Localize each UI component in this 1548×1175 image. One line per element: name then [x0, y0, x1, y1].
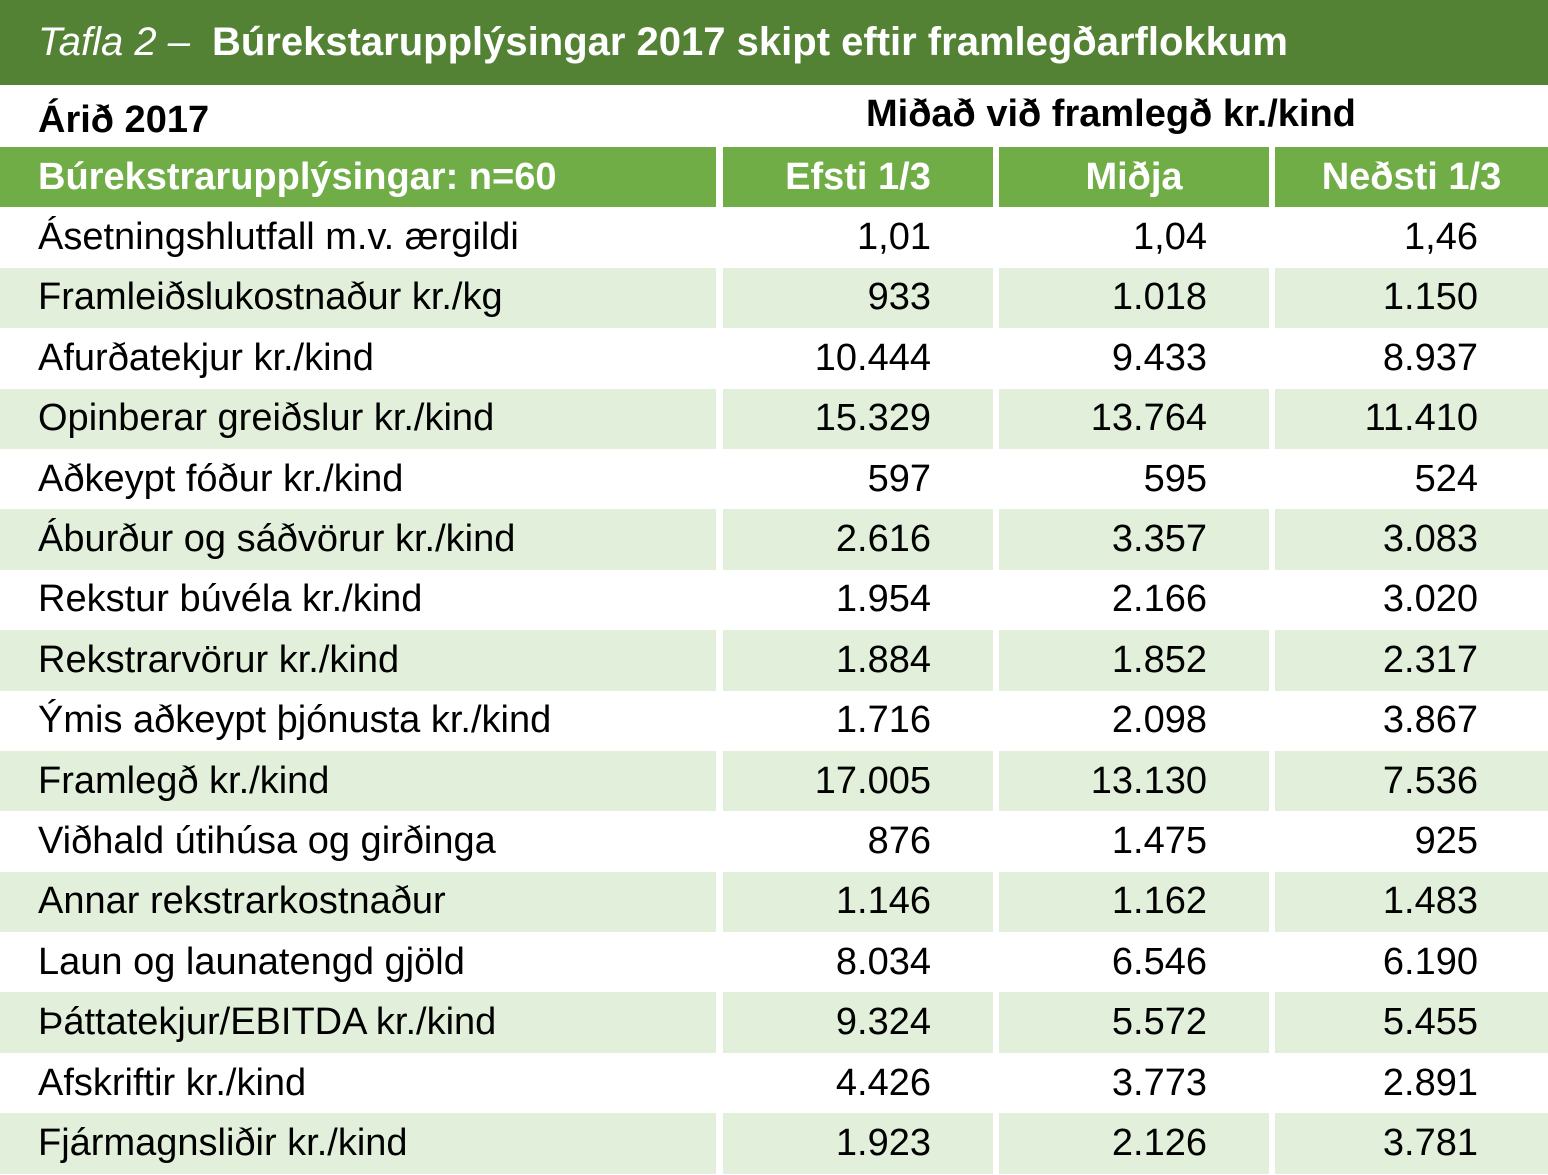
- middle-value-cell: 13.764: [999, 388, 1269, 449]
- middle-value-cell: 3.357: [999, 509, 1269, 570]
- row-label-cell: Viðhald útihúsa og girðinga: [38, 819, 496, 862]
- data-table: Búrekstrarupplýsingar: n=60 Efsti 1/3 Mi…: [0, 147, 1548, 1174]
- top-third-value-cell: 2.616: [723, 509, 993, 570]
- bottom-third-value-cell: 5.455: [1275, 992, 1548, 1053]
- middle-value-cell: 2.126: [999, 1113, 1269, 1174]
- bottom-third-value-cell: 11.410: [1275, 388, 1548, 449]
- table-row: Opinberar greiðslur kr./kind 15.329 13.764…: [0, 388, 1548, 449]
- row-label-cell: Laun og launatengd gjöld: [38, 940, 465, 983]
- table-title-bar: Tafla 2 – Búrekstarupplýsingar 2017 skip…: [0, 0, 1548, 85]
- table-header-row: Búrekstrarupplýsingar: n=60 Efsti 1/3 Mi…: [0, 147, 1548, 208]
- row-label-cell: Áburður og sáðvörur kr./kind: [0, 509, 716, 570]
- top-third-value-cell: 17.005: [723, 750, 993, 812]
- row-label-cell: Þáttatekjur/EBITDA kr./kind: [0, 992, 716, 1053]
- table-row: Þáttatekjur/EBITDA kr./kind 9.324 5.572 5.4…: [0, 992, 1548, 1053]
- bottom-third-value-cell: 6.190: [1382, 940, 1478, 983]
- top-third-value-cell: 933: [723, 267, 993, 329]
- bottom-third-value-cell: 1.483: [1275, 871, 1548, 933]
- top-third-value-cell: 10.444: [814, 336, 931, 379]
- row-label-cell: Annar rekstrarkostnaður: [0, 871, 716, 933]
- bottom-third-value-cell: 1.150: [1275, 267, 1548, 329]
- bottom-third-value-cell: 7.536: [1275, 750, 1548, 812]
- bottom-third-value-cell: 3.781: [1275, 1113, 1548, 1174]
- middle-value-cell: 6.546: [1111, 940, 1207, 983]
- bottom-third-value-cell: 2.891: [1382, 1061, 1478, 1104]
- middle-value-cell: 2.166: [1111, 578, 1207, 621]
- row-label-cell: Framleiðslukostnaður kr./kg: [0, 267, 716, 329]
- row-label-cell: Afskriftir kr./kind: [38, 1061, 307, 1104]
- row-label-cell: Fjármagnsliðir kr./kind: [0, 1113, 716, 1174]
- year-label: Árið 2017: [38, 98, 210, 141]
- table-row: Framlegð kr./kind 17.005 13.130 7.536: [0, 750, 1548, 812]
- middle-value-cell: 2.098: [1111, 699, 1207, 742]
- column-header-bottom-third: Neðsti 1/3: [1275, 147, 1548, 208]
- row-label-cell: Opinberar greiðslur kr./kind: [0, 388, 716, 449]
- row-label-cell: Ásetningshlutfall m.v. ærgildi: [38, 216, 519, 259]
- column-header-category: Búrekstrarupplýsingar: n=60: [0, 147, 716, 208]
- middle-value-cell: 13.130: [999, 750, 1269, 812]
- table-number: Tafla 2 –: [38, 20, 190, 64]
- top-third-value-cell: 4.426: [835, 1061, 931, 1104]
- top-third-value-cell: 15.329: [723, 388, 993, 449]
- middle-value-cell: 595: [1143, 457, 1207, 500]
- table-row: Rekstur búvéla kr./kind 1.954 2.166 3.020: [0, 570, 1548, 630]
- measure-label: Miðað við framlegð kr./kind: [866, 92, 1356, 135]
- column-header-middle: Miðja: [999, 147, 1269, 208]
- table-row: Ýmis aðkeypt þjónusta kr./kind 1.716 2.098…: [0, 691, 1548, 751]
- top-third-value-cell: 8.034: [835, 940, 931, 983]
- table-row: Viðhald útihúsa og girðinga 876 1.475 925: [0, 811, 1548, 871]
- table-row: Framleiðslukostnaður kr./kg 933 1.018 1.150: [0, 267, 1548, 329]
- table-row: Áburður og sáðvörur kr./kind 2.616 3.357 3.…: [0, 509, 1548, 570]
- top-third-value-cell: 597: [867, 457, 931, 500]
- top-third-value-cell: 1.716: [835, 699, 931, 742]
- top-third-value-cell: 1.954: [835, 578, 931, 621]
- middle-value-cell: 1.475: [1111, 819, 1207, 862]
- row-label-cell: Rekstrarvörur kr./kind: [0, 630, 716, 691]
- table-row: Laun og launatengd gjöld 8.034 6.546 6.190: [0, 932, 1548, 992]
- table-row: Aðkeypt fóður kr./kind 597 595 524: [0, 449, 1548, 509]
- table-body: Ásetningshlutfall m.v. ærgildi 1,01 1,04 1,…: [0, 207, 1548, 1174]
- bottom-third-value-cell: 1,46: [1404, 216, 1478, 259]
- table-row: Afskriftir kr./kind 4.426 3.773 2.891: [0, 1053, 1548, 1113]
- table-row: Fjármagnsliðir kr./kind 1.923 2.126 3.781: [0, 1113, 1548, 1174]
- middle-value-cell: 1.162: [999, 871, 1269, 933]
- row-label-cell: Framlegð kr./kind: [0, 750, 716, 812]
- column-header-top-third: Efsti 1/3: [723, 147, 993, 208]
- table-row: Annar rekstrarkostnaður 1.146 1.162 1.483: [0, 871, 1548, 933]
- middle-value-cell: 5.572: [999, 992, 1269, 1053]
- row-label-cell: Ýmis aðkeypt þjónusta kr./kind: [38, 699, 552, 742]
- table-row: Rekstrarvörur kr./kind 1.884 1.852 2.317: [0, 630, 1548, 691]
- top-third-value-cell: 1,01: [857, 216, 931, 259]
- table-row: Ásetningshlutfall m.v. ærgildi 1,01 1,04 1,…: [0, 207, 1548, 267]
- table-title: Búrekstarupplýsingar 2017 skipt eftir fr…: [211, 20, 1288, 64]
- bottom-third-value-cell: 3.867: [1382, 699, 1478, 742]
- bottom-third-value-cell: 524: [1414, 457, 1478, 500]
- bottom-third-value-cell: 2.317: [1275, 630, 1548, 691]
- table-row: Afurðatekjur kr./kind 10.444 9.433 8.937: [0, 328, 1548, 388]
- bottom-third-value-cell: 8.937: [1382, 336, 1478, 379]
- bottom-third-value-cell: 925: [1414, 819, 1478, 862]
- middle-value-cell: 1.018: [999, 267, 1269, 329]
- top-third-value-cell: 9.324: [723, 992, 993, 1053]
- row-label-cell: Aðkeypt fóður kr./kind: [38, 457, 404, 500]
- middle-value-cell: 9.433: [1111, 336, 1207, 379]
- middle-value-cell: 3.773: [1111, 1061, 1207, 1104]
- top-third-value-cell: 1.884: [723, 630, 993, 691]
- bottom-third-value-cell: 3.020: [1382, 578, 1478, 621]
- top-third-value-cell: 1.146: [723, 871, 993, 933]
- top-third-value-cell: 876: [867, 819, 931, 862]
- middle-value-cell: 1,04: [1133, 216, 1207, 259]
- row-label-cell: Rekstur búvéla kr./kind: [38, 578, 423, 621]
- bottom-third-value-cell: 3.083: [1275, 509, 1548, 570]
- top-third-value-cell: 1.923: [723, 1113, 993, 1174]
- middle-value-cell: 1.852: [999, 630, 1269, 691]
- row-label-cell: Afurðatekjur kr./kind: [38, 336, 374, 379]
